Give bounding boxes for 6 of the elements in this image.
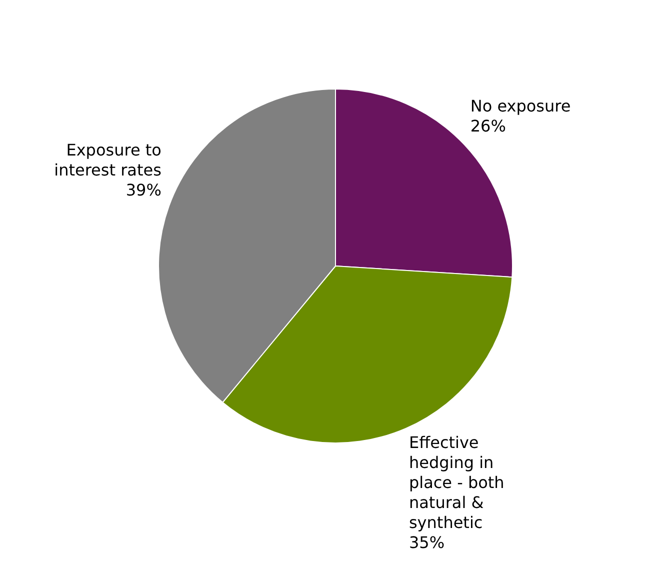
slice-label: Exposure to interest rates — [54, 140, 162, 180]
data-label: 26% — [470, 116, 506, 136]
slice-label: No exposure — [470, 96, 571, 116]
data-label: 35% — [408, 532, 445, 552]
slice-label: Effective hedging in place - both natural & synthetic — [408, 432, 504, 532]
data-label: 39% — [126, 180, 162, 200]
